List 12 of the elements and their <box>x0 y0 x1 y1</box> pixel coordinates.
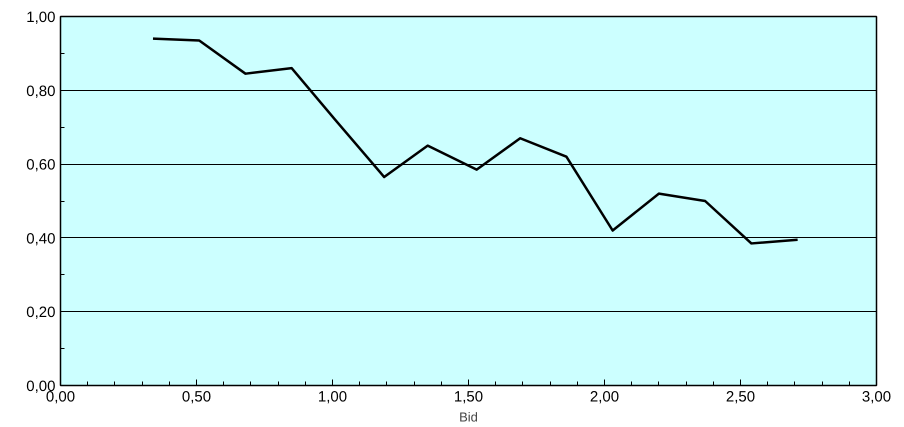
y-tick-label: 1,00 <box>26 9 56 26</box>
x-tick-label: 2,00 <box>590 388 620 406</box>
x-tick-label: 2,50 <box>726 388 756 406</box>
x-tick-label: 1,00 <box>318 388 348 406</box>
y-tick-label: 0,60 <box>26 156 56 174</box>
y-tick-label: 0,20 <box>26 304 56 322</box>
y-tick-label: 0,40 <box>26 230 56 248</box>
x-axis-title: Bid <box>459 410 478 424</box>
x-tick-label: 3,00 <box>862 388 892 406</box>
x-tick-label: 0,50 <box>182 388 212 406</box>
x-tick-label: 1,50 <box>454 388 484 406</box>
y-tick-label: 0,80 <box>26 82 56 100</box>
